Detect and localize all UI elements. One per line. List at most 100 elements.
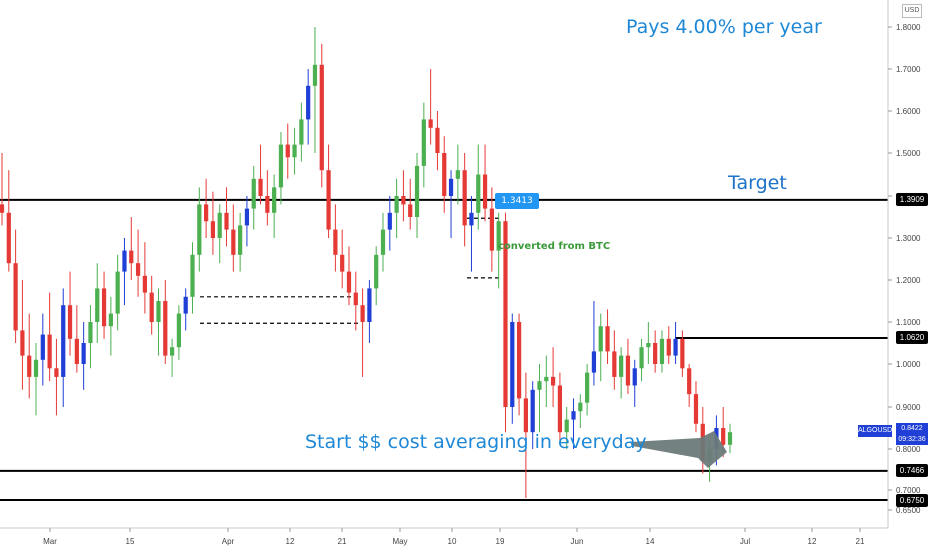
candle-body: [285, 144, 290, 158]
candle-body: [612, 351, 617, 377]
candle-body: [414, 165, 420, 217]
candle-body: [6, 212, 11, 264]
candle-body: [0, 204, 5, 213]
candle-body: [428, 119, 433, 128]
price-tick-label: 0.7000: [896, 486, 921, 495]
candle-body: [639, 347, 644, 369]
candle-body: [231, 229, 236, 255]
candle-body: [20, 330, 25, 356]
time-tick-label: 12: [286, 537, 295, 546]
candle-body: [401, 196, 406, 205]
time-tick-label: 12: [808, 537, 817, 546]
candle-body: [360, 305, 365, 322]
candle-body: [101, 288, 107, 327]
candle-body: [394, 196, 399, 213]
candle-body: [598, 326, 603, 352]
candle-body: [659, 338, 665, 364]
candle-body: [653, 343, 658, 364]
dashed-lines: [200, 217, 500, 324]
candle-body: [27, 355, 32, 377]
candle-body: [496, 221, 501, 251]
candle-body: [333, 229, 338, 255]
candle-body: [482, 174, 488, 209]
candle-body: [578, 402, 583, 412]
candle-body: [95, 288, 100, 322]
level-price-tag: 1.0620: [896, 331, 928, 345]
candle-body: [469, 212, 474, 226]
candle-body: [272, 187, 277, 213]
price-tick-label: 1.7000: [896, 65, 921, 74]
candle-body: [353, 292, 358, 306]
candle-body: [619, 355, 624, 377]
candle-body: [523, 398, 528, 433]
last-price-timer: 09:32:36: [898, 436, 926, 443]
candle-body: [312, 64, 318, 86]
last-price-tag: 0.8422 09:32:36: [896, 423, 928, 445]
candle-body: [278, 144, 284, 188]
candle-body: [727, 432, 733, 445]
level-price-tag: 0.6750: [896, 493, 928, 507]
candle-body: [122, 250, 127, 272]
level-price-tag: 0.7466: [896, 464, 928, 478]
candle-body: [54, 368, 59, 377]
candle-body: [169, 347, 175, 356]
candle-body: [530, 389, 535, 433]
candle-body: [81, 343, 86, 364]
candle-body: [299, 119, 304, 145]
candle-body: [108, 313, 113, 327]
candle-body: [408, 204, 413, 217]
candle-body: [265, 196, 270, 213]
arrow-annotation: [630, 431, 727, 468]
candle-body: [476, 174, 481, 213]
candle-body: [435, 127, 440, 153]
candle-body: [346, 271, 352, 293]
converted-annotation: converted from BTC: [498, 241, 611, 252]
candle-body: [251, 178, 256, 209]
price-tick-label: 1.6000: [896, 107, 921, 116]
candle-body: [156, 301, 161, 322]
candle-body: [61, 305, 66, 377]
candle-body: [550, 376, 556, 386]
candle-body: [47, 334, 52, 369]
candle-body: [292, 144, 297, 158]
candle-body: [605, 326, 610, 352]
arrow-shape: [630, 431, 727, 468]
candle-body: [217, 212, 222, 238]
candle-body: [142, 275, 147, 293]
target-annotation: Target: [728, 172, 787, 194]
pays-annotation: Pays 4.00% per year: [626, 16, 822, 38]
candle-body: [571, 411, 576, 420]
symbol-tag: ALGOUSD: [858, 425, 892, 437]
candle-body: [129, 250, 134, 264]
candle-body: [687, 368, 692, 395]
candle-body: [557, 385, 563, 433]
candle-body: [238, 225, 243, 255]
time-axis: Mar 15 Apr 12 21 May 10 19 Jun 14 Jul 12 21: [0, 527, 888, 546]
price-tick-label: 1.8000: [896, 23, 921, 32]
candle-body: [673, 338, 678, 356]
candle-body: [224, 212, 229, 230]
candle-body: [367, 288, 372, 322]
candle-body: [666, 338, 671, 356]
time-tick-label: Mar: [43, 537, 57, 546]
candle-body: [646, 343, 651, 348]
candle-body: [88, 322, 93, 343]
candle-body: [306, 85, 311, 120]
candle-body: [67, 305, 73, 339]
currency-label[interactable]: USD: [902, 4, 922, 18]
candle-body: [442, 153, 447, 196]
time-tick-label: 19: [496, 537, 505, 546]
time-tick-label: 21: [856, 537, 865, 546]
candle-body: [326, 170, 331, 230]
candle-body: [387, 212, 392, 230]
candle-body: [149, 292, 154, 322]
price-tick-label: 0.8000: [896, 445, 921, 454]
candle-body: [244, 208, 250, 226]
candle-body: [258, 178, 263, 196]
candles: [0, 27, 733, 498]
price-box-label: 1.3413: [495, 193, 539, 209]
candle-body: [564, 419, 569, 433]
price-tick-label: 0.9000: [896, 403, 921, 412]
candle-body: [340, 254, 345, 272]
